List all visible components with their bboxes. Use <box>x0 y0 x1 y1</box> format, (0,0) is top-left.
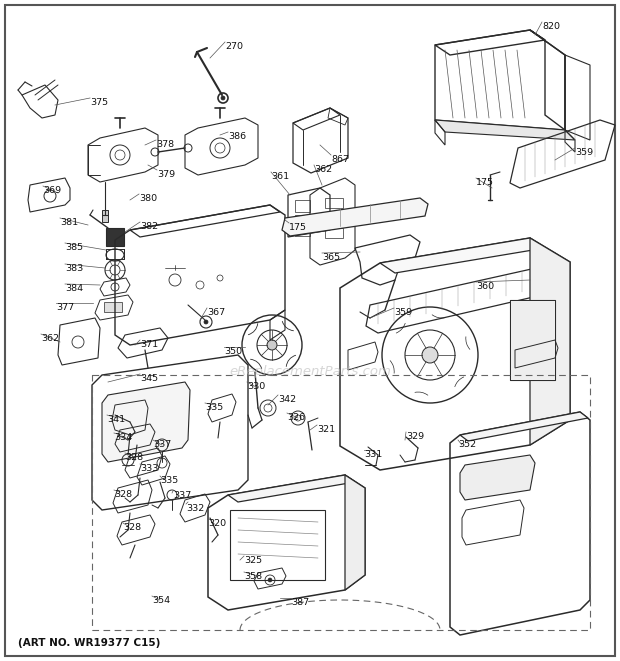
Text: 321: 321 <box>317 425 335 434</box>
Text: 335: 335 <box>160 476 179 485</box>
Circle shape <box>267 340 277 350</box>
Text: 361: 361 <box>271 172 289 181</box>
Bar <box>325 198 343 208</box>
Bar <box>325 212 343 222</box>
Circle shape <box>268 578 272 582</box>
Text: 334: 334 <box>114 433 132 442</box>
Circle shape <box>204 320 208 324</box>
Polygon shape <box>510 300 555 380</box>
Polygon shape <box>102 382 190 462</box>
Polygon shape <box>282 198 428 236</box>
Text: 354: 354 <box>152 596 170 605</box>
Bar <box>295 228 310 236</box>
Text: 386: 386 <box>228 132 246 141</box>
Text: 381: 381 <box>60 218 78 227</box>
Circle shape <box>422 347 438 363</box>
Text: 359: 359 <box>575 148 593 157</box>
Bar <box>230 510 325 580</box>
Bar <box>295 200 310 212</box>
Text: 377: 377 <box>56 303 74 312</box>
Polygon shape <box>460 412 588 441</box>
Text: eReplacementParts.com: eReplacementParts.com <box>229 366 391 379</box>
Text: 383: 383 <box>65 264 83 273</box>
Text: 326: 326 <box>287 413 305 422</box>
Text: 385: 385 <box>65 243 83 252</box>
Text: 358: 358 <box>244 572 262 581</box>
Text: 820: 820 <box>542 22 560 31</box>
Text: 369: 369 <box>43 186 61 195</box>
Text: 341: 341 <box>107 415 125 424</box>
Text: 345: 345 <box>140 374 158 383</box>
Text: 384: 384 <box>65 284 83 293</box>
Polygon shape <box>102 210 108 222</box>
Bar <box>106 228 124 246</box>
Text: 362: 362 <box>314 165 332 174</box>
Text: 335: 335 <box>205 403 223 412</box>
Polygon shape <box>530 238 570 445</box>
Text: 175: 175 <box>289 223 307 232</box>
Text: 175: 175 <box>476 178 494 187</box>
Text: 342: 342 <box>278 395 296 404</box>
Text: 325: 325 <box>244 556 262 565</box>
Text: 387: 387 <box>291 598 309 607</box>
Text: 331: 331 <box>364 450 383 459</box>
Text: 382: 382 <box>140 222 158 231</box>
Text: 362: 362 <box>41 334 59 343</box>
Text: 350: 350 <box>224 347 242 356</box>
Text: 359: 359 <box>394 308 412 317</box>
Bar <box>106 249 124 259</box>
Text: 328: 328 <box>123 523 141 532</box>
Polygon shape <box>345 475 365 590</box>
Text: 378: 378 <box>156 140 174 149</box>
Text: 320: 320 <box>208 519 226 528</box>
Text: 333: 333 <box>140 464 158 473</box>
Text: 379: 379 <box>157 170 175 179</box>
Text: (ART NO. WR19377 C15): (ART NO. WR19377 C15) <box>18 638 161 648</box>
Text: 270: 270 <box>225 42 243 51</box>
Text: 380: 380 <box>139 194 157 203</box>
Bar <box>510 300 555 380</box>
Bar <box>325 228 343 238</box>
Bar <box>295 215 310 225</box>
Polygon shape <box>435 120 575 140</box>
Text: 367: 367 <box>207 308 225 317</box>
Polygon shape <box>380 238 545 273</box>
Circle shape <box>221 96 225 100</box>
Text: 365: 365 <box>322 253 340 262</box>
Text: 328: 328 <box>114 490 132 499</box>
Text: 371: 371 <box>140 340 158 349</box>
Text: 867: 867 <box>331 155 349 164</box>
Text: 352: 352 <box>458 440 476 449</box>
Text: 360: 360 <box>476 282 494 291</box>
Polygon shape <box>460 455 535 500</box>
Text: 375: 375 <box>90 98 108 107</box>
Text: 328: 328 <box>125 453 143 462</box>
Bar <box>104 302 122 312</box>
Text: 332: 332 <box>186 504 204 513</box>
Text: 337: 337 <box>173 491 191 500</box>
Polygon shape <box>228 475 355 502</box>
Text: 337: 337 <box>153 440 171 449</box>
Text: 329: 329 <box>406 432 424 441</box>
Text: 330: 330 <box>247 382 265 391</box>
